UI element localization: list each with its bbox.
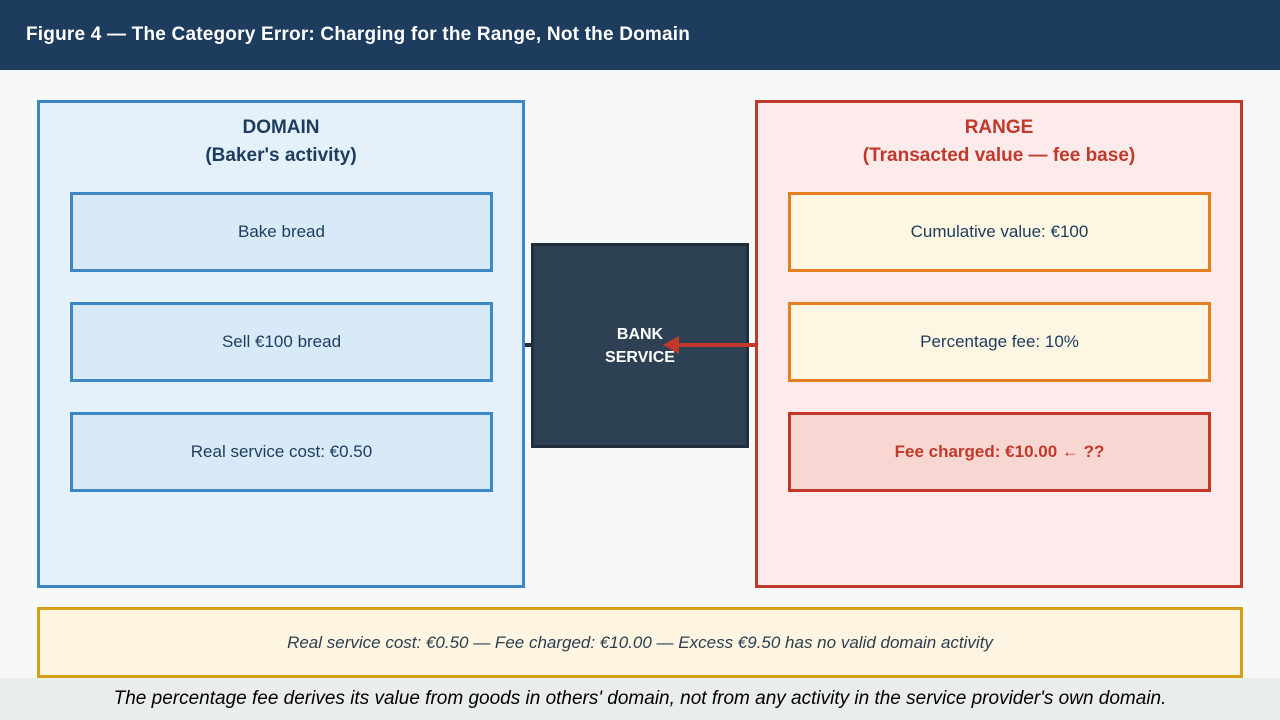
- domain-item-sell-bread: Sell €100 bread: [70, 302, 493, 382]
- domain-bank-connector-line: [523, 343, 535, 347]
- fee-arrow-line: [678, 343, 755, 347]
- fee-charged-label: Fee charged: €10.00 ← ??: [894, 442, 1105, 461]
- domain-item-label: Bake bread: [238, 222, 325, 241]
- bank-service-label-line2: SERVICE: [605, 348, 675, 366]
- footer-caption-text: The percentage fee derives its value fro…: [113, 688, 1167, 709]
- figure-title: Figure 4 — The Category Error: Charging …: [26, 24, 691, 45]
- summary-note-text: Real service cost: €0.50 — Fee charged: …: [287, 632, 993, 652]
- domain-item-bake-bread: Bake bread: [70, 192, 493, 272]
- domain-item-label: Real service cost: €0.50: [190, 442, 373, 461]
- range-item-fee-charged: Fee charged: €10.00 ← ??: [788, 412, 1211, 492]
- range-title: RANGE: [964, 117, 1034, 138]
- figure-title-bar: Figure 4 — The Category Error: Charging …: [0, 0, 1280, 70]
- range-box-heading: RANGE (Transacted value — fee base): [758, 114, 1240, 170]
- domain-title: DOMAIN: [242, 117, 320, 138]
- range-item-label: Cumulative value: €100: [910, 222, 1089, 241]
- summary-note-box: Real service cost: €0.50 — Fee charged: …: [37, 607, 1243, 678]
- domain-item-label: Sell €100 bread: [221, 332, 342, 351]
- range-subtitle: (Transacted value — fee base): [862, 145, 1136, 166]
- bank-service-label-line1: BANK: [616, 325, 664, 343]
- domain-box: DOMAIN (Baker's activity) Bake bread Sel…: [37, 100, 525, 588]
- domain-subtitle: (Baker's activity): [205, 145, 357, 166]
- domain-box-heading: DOMAIN (Baker's activity): [40, 114, 522, 170]
- range-box: RANGE (Transacted value — fee base) Cumu…: [755, 100, 1243, 588]
- range-item-label: Percentage fee: 10%: [920, 332, 1079, 351]
- range-item-cumulative-value: Cumulative value: €100: [788, 192, 1211, 272]
- left-arrow-icon: [663, 336, 679, 354]
- range-item-percentage-fee: Percentage fee: 10%: [788, 302, 1211, 382]
- bank-service-node: BANK SERVICE: [531, 243, 749, 448]
- footer-caption-bar: The percentage fee derives its value fro…: [0, 678, 1280, 720]
- domain-item-real-service-cost: Real service cost: €0.50: [70, 412, 493, 492]
